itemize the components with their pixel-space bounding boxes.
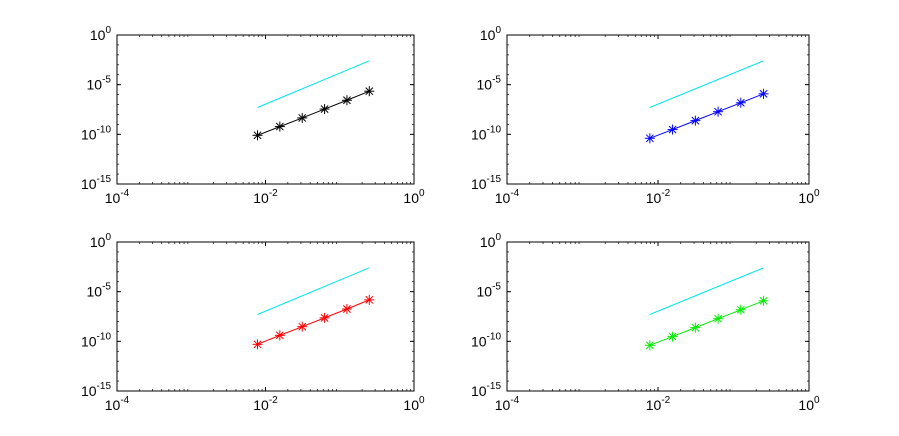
series-line [257, 90, 370, 136]
data-point-marker [735, 97, 746, 108]
y-tick-label: 10-15 [471, 381, 501, 399]
chart-panel: 10-4 10-2 100 100 10-5 10-10 10-15 [81, 25, 425, 206]
reference-slope-line [649, 60, 764, 108]
series-line [257, 299, 370, 345]
data-point-marker [341, 303, 352, 314]
x-tick-label: 100 [798, 395, 820, 413]
x-tick-label: 100 [403, 188, 425, 206]
y-tick-label: 100 [90, 232, 112, 250]
data-point-marker [297, 321, 308, 332]
data-point-marker [735, 304, 746, 315]
chart-panel: 10-4 10-2 100 100 10-5 10-10 10-15 [471, 232, 820, 413]
y-tick-label: 10-10 [471, 331, 501, 349]
data-point-marker [644, 133, 655, 144]
y-tick-label: 10-10 [81, 124, 111, 142]
x-tick-label: 100 [798, 188, 820, 206]
data-point-marker [364, 294, 375, 305]
reference-slope-line [257, 267, 370, 315]
x-tick-label: 10-4 [495, 395, 520, 413]
axes-box [116, 34, 415, 185]
data-point-marker [758, 88, 769, 99]
data-point-marker [690, 115, 701, 126]
x-tick-label: 100 [403, 395, 425, 413]
y-tick-label: 100 [480, 232, 502, 250]
data-point-marker [274, 330, 285, 341]
x-tick-label: 10-4 [105, 188, 130, 206]
chart-panel: 10-4 10-2 100 100 10-5 10-10 10-15 [471, 25, 820, 206]
x-tick-label: 10-2 [253, 395, 278, 413]
y-tick-label: 10-15 [81, 174, 111, 192]
y-tick-label: 10-5 [477, 75, 502, 93]
data-point-marker [364, 86, 375, 97]
y-tick-label: 10-5 [477, 282, 502, 300]
chart-panel: 10-4 10-2 100 100 10-5 10-10 10-15 [81, 232, 425, 413]
y-tick-label: 100 [480, 25, 502, 43]
series-line [649, 93, 764, 139]
x-tick-label: 10-4 [105, 395, 130, 413]
data-point-marker [667, 331, 678, 342]
y-tick-label: 10-10 [81, 331, 111, 349]
axes-box [506, 34, 810, 185]
data-point-marker [341, 95, 352, 106]
data-point-marker [758, 295, 769, 306]
data-point-marker [252, 339, 263, 350]
data-point-marker [667, 124, 678, 135]
x-tick-label: 10-2 [646, 395, 671, 413]
y-tick-label: 10-10 [471, 124, 501, 142]
x-tick-label: 10-4 [495, 188, 520, 206]
y-tick-label: 10-15 [81, 381, 111, 399]
data-point-marker [690, 322, 701, 333]
data-point-marker [319, 312, 330, 323]
data-point-marker [319, 104, 330, 115]
data-point-marker [274, 121, 285, 132]
axes-box [506, 241, 810, 392]
y-tick-label: 10-15 [471, 174, 501, 192]
series-line [649, 300, 764, 346]
y-tick-label: 10-5 [87, 75, 112, 93]
reference-slope-line [257, 60, 370, 108]
x-tick-label: 10-2 [646, 188, 671, 206]
data-point-marker [644, 340, 655, 351]
reference-slope-line [649, 267, 764, 315]
x-tick-label: 10-2 [253, 188, 278, 206]
data-point-marker [713, 106, 724, 117]
axes-box [116, 241, 415, 392]
data-point-marker [297, 112, 308, 123]
y-tick-label: 10-5 [87, 282, 112, 300]
data-point-marker [252, 130, 263, 141]
y-tick-label: 100 [90, 25, 112, 43]
data-point-marker [713, 313, 724, 324]
